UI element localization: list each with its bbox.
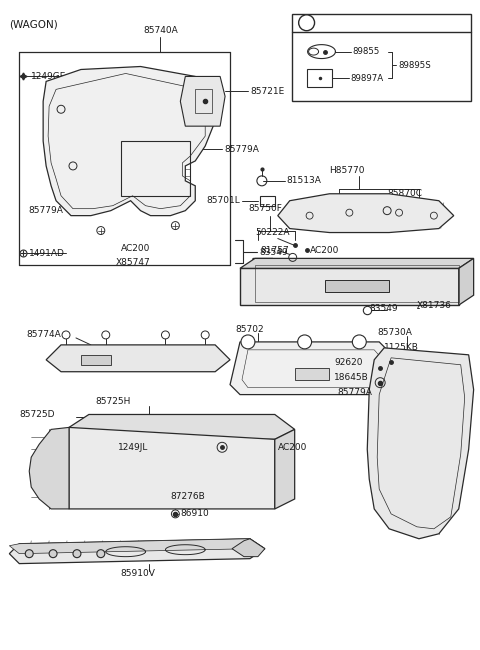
Polygon shape bbox=[275, 430, 295, 509]
Circle shape bbox=[62, 331, 70, 339]
Circle shape bbox=[97, 550, 105, 558]
Text: 85779A: 85779A bbox=[28, 206, 63, 215]
Polygon shape bbox=[69, 428, 275, 509]
Text: 85779A: 85779A bbox=[337, 388, 372, 397]
Text: 85740A: 85740A bbox=[143, 26, 178, 34]
Text: 1491AD: 1491AD bbox=[29, 249, 65, 258]
Text: 85701L: 85701L bbox=[206, 196, 240, 205]
Text: 83549: 83549 bbox=[259, 248, 288, 257]
Text: 85725D: 85725D bbox=[19, 410, 55, 419]
Text: 89897A: 89897A bbox=[350, 74, 384, 83]
Text: 83549: 83549 bbox=[369, 304, 398, 313]
Circle shape bbox=[241, 335, 255, 349]
Text: 87276B: 87276B bbox=[170, 493, 205, 502]
Circle shape bbox=[102, 331, 110, 339]
Polygon shape bbox=[180, 77, 225, 126]
Polygon shape bbox=[240, 268, 459, 305]
Polygon shape bbox=[46, 345, 230, 372]
Text: 85910V: 85910V bbox=[120, 569, 156, 578]
Polygon shape bbox=[253, 259, 283, 285]
Text: a: a bbox=[104, 332, 108, 338]
Text: 85750F: 85750F bbox=[248, 204, 282, 213]
Text: a: a bbox=[302, 337, 307, 346]
Text: a: a bbox=[203, 332, 207, 338]
Text: 18645B: 18645B bbox=[335, 373, 369, 382]
Text: H85770: H85770 bbox=[329, 166, 365, 176]
Text: a: a bbox=[64, 332, 68, 338]
Circle shape bbox=[352, 335, 366, 349]
Polygon shape bbox=[295, 368, 329, 380]
Polygon shape bbox=[230, 342, 389, 395]
Text: 89855: 89855 bbox=[352, 47, 380, 56]
Polygon shape bbox=[260, 196, 275, 205]
Text: 1249JL: 1249JL bbox=[118, 443, 148, 452]
Text: a: a bbox=[304, 18, 310, 28]
Text: 81513A: 81513A bbox=[287, 176, 322, 185]
Text: AC200: AC200 bbox=[278, 443, 307, 452]
Circle shape bbox=[73, 550, 81, 558]
Text: AC200: AC200 bbox=[120, 244, 150, 253]
Text: 86910: 86910 bbox=[180, 510, 209, 519]
Text: 85721E: 85721E bbox=[250, 87, 284, 96]
Polygon shape bbox=[324, 280, 389, 292]
Polygon shape bbox=[278, 194, 454, 233]
Polygon shape bbox=[367, 348, 474, 539]
Text: 85779A: 85779A bbox=[224, 144, 259, 153]
Circle shape bbox=[299, 15, 314, 31]
Polygon shape bbox=[459, 259, 474, 305]
Text: a: a bbox=[163, 332, 168, 338]
Circle shape bbox=[25, 550, 33, 558]
Text: X85747: X85747 bbox=[116, 258, 150, 267]
Text: a: a bbox=[246, 337, 251, 346]
Polygon shape bbox=[81, 355, 111, 365]
Circle shape bbox=[49, 550, 57, 558]
Text: AC200: AC200 bbox=[310, 246, 339, 255]
Polygon shape bbox=[43, 66, 215, 216]
Polygon shape bbox=[9, 539, 265, 554]
Circle shape bbox=[161, 331, 169, 339]
Text: a: a bbox=[357, 337, 362, 346]
Polygon shape bbox=[232, 539, 265, 556]
Polygon shape bbox=[9, 539, 265, 564]
Text: 85870C: 85870C bbox=[387, 189, 422, 198]
Text: 50222A: 50222A bbox=[255, 228, 289, 237]
Text: 81757: 81757 bbox=[260, 246, 288, 255]
Text: 89895S: 89895S bbox=[398, 60, 431, 70]
Polygon shape bbox=[69, 415, 295, 439]
Text: 92620: 92620 bbox=[335, 358, 363, 367]
Circle shape bbox=[298, 335, 312, 349]
Text: 85725H: 85725H bbox=[96, 397, 131, 406]
Polygon shape bbox=[29, 428, 69, 509]
Text: 85702: 85702 bbox=[235, 326, 264, 335]
Polygon shape bbox=[240, 259, 474, 268]
Text: X81736: X81736 bbox=[417, 300, 452, 309]
Text: (WAGON): (WAGON) bbox=[9, 20, 58, 30]
Circle shape bbox=[201, 331, 209, 339]
Text: 1249GE: 1249GE bbox=[31, 72, 67, 81]
Text: 1125KB: 1125KB bbox=[384, 343, 419, 352]
Text: 85774A: 85774A bbox=[26, 330, 61, 339]
Text: 85730A: 85730A bbox=[377, 328, 412, 337]
